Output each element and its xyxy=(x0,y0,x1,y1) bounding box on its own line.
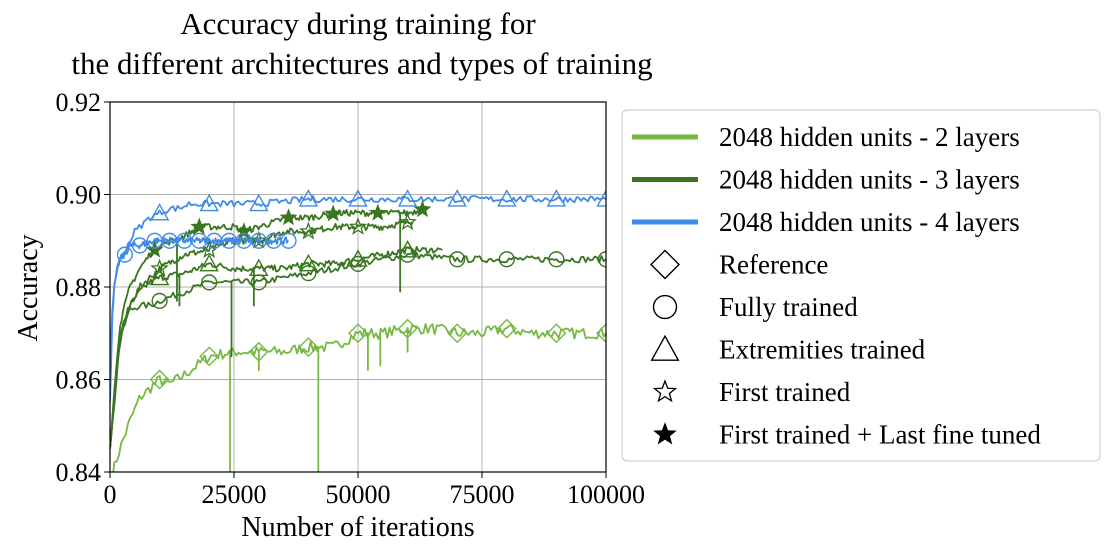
legend-marker-swatch xyxy=(652,294,678,320)
y-axis-label: Accuracy xyxy=(13,234,44,341)
data-point xyxy=(368,203,387,221)
data-point xyxy=(397,240,418,258)
legend: 2048 hidden units - 2 layers 2048 hidden … xyxy=(621,109,1101,462)
legend-label: Reference xyxy=(719,250,828,280)
legend-label: 2048 hidden units - 4 layers xyxy=(719,207,1020,237)
legend-box xyxy=(621,109,1101,462)
x-tick-label: 100000 xyxy=(567,480,645,509)
data-point xyxy=(201,274,218,291)
data-point xyxy=(397,318,418,339)
data-point xyxy=(348,323,368,344)
series-line xyxy=(112,323,606,472)
grid xyxy=(110,102,606,472)
data-point xyxy=(116,246,133,263)
data-point xyxy=(190,217,209,235)
data-point xyxy=(248,341,269,362)
data-point xyxy=(449,251,466,268)
legend-label: 2048 hidden units - 3 layers xyxy=(719,165,1020,195)
data-point xyxy=(149,203,170,221)
data-point xyxy=(199,253,219,272)
data-point xyxy=(413,200,432,218)
chart-title: Accuracy during training for the differe… xyxy=(71,6,652,81)
data-point xyxy=(299,221,318,240)
data-point xyxy=(447,323,468,344)
data-point xyxy=(298,337,319,358)
data-point xyxy=(348,249,368,267)
title-line-2: the different architectures and types of… xyxy=(71,46,652,81)
legend-marker-swatch xyxy=(650,334,680,361)
data-point xyxy=(149,267,170,286)
legend-label: Extremities trained xyxy=(719,335,926,365)
legend-label: First trained xyxy=(719,377,851,407)
x-tick-label: 75000 xyxy=(450,480,515,509)
y-tick-label: 0.90 xyxy=(56,181,102,210)
data-point xyxy=(199,346,220,367)
series-markers xyxy=(116,189,606,390)
data-point xyxy=(546,323,567,344)
series-line xyxy=(110,251,606,449)
y-axis-ticks: 0.84 0.86 0.88 0.90 0.92 xyxy=(56,88,110,487)
legend-marker-swatch xyxy=(650,249,680,280)
legend-marker-swatch xyxy=(653,422,677,445)
data-point xyxy=(249,230,269,249)
data-point xyxy=(151,292,168,309)
data-point xyxy=(300,265,317,282)
legend-label: First trained + Last fine tuned xyxy=(719,420,1041,450)
data-point xyxy=(279,208,298,226)
data-point xyxy=(131,237,148,254)
data-point xyxy=(348,189,368,207)
x-axis-ticks: 0 25000 50000 75000 100000 xyxy=(104,472,645,509)
x-tick-label: 25000 xyxy=(202,480,267,509)
data-point xyxy=(280,232,297,249)
data-point xyxy=(397,189,418,207)
data-point xyxy=(596,323,606,344)
data-point xyxy=(145,240,164,258)
data-point xyxy=(447,189,467,207)
y-tick-label: 0.92 xyxy=(56,88,102,117)
data-point xyxy=(498,251,515,268)
data-point xyxy=(234,222,253,240)
data-point xyxy=(596,189,606,207)
data-point xyxy=(348,217,368,235)
x-tick-label: 0 xyxy=(104,480,117,509)
data-point xyxy=(199,193,219,212)
data-point xyxy=(298,253,319,272)
legend-label: Fully trained xyxy=(719,292,858,322)
data-point xyxy=(546,189,567,207)
data-point xyxy=(249,258,269,277)
data-point xyxy=(149,369,170,390)
x-tick-label: 50000 xyxy=(326,480,391,509)
y-tick-label: 0.88 xyxy=(56,273,102,302)
data-point xyxy=(548,251,565,268)
series-line xyxy=(110,245,443,449)
data-point xyxy=(150,258,169,277)
x-axis-label: Number of iterations xyxy=(241,512,474,543)
data-point xyxy=(324,204,343,222)
title-line-1: Accuracy during training for xyxy=(180,6,536,41)
legend-marker-swatch xyxy=(652,379,678,403)
data-point xyxy=(249,193,269,212)
series-line xyxy=(110,236,289,403)
data-point xyxy=(298,189,319,207)
data-point xyxy=(497,189,517,207)
data-point xyxy=(496,318,517,339)
data-point xyxy=(398,212,417,231)
legend-label: 2048 hidden units - 2 layers xyxy=(719,122,1020,152)
series-line xyxy=(110,195,606,371)
y-tick-label: 0.84 xyxy=(56,458,102,487)
y-tick-label: 0.86 xyxy=(56,366,102,395)
